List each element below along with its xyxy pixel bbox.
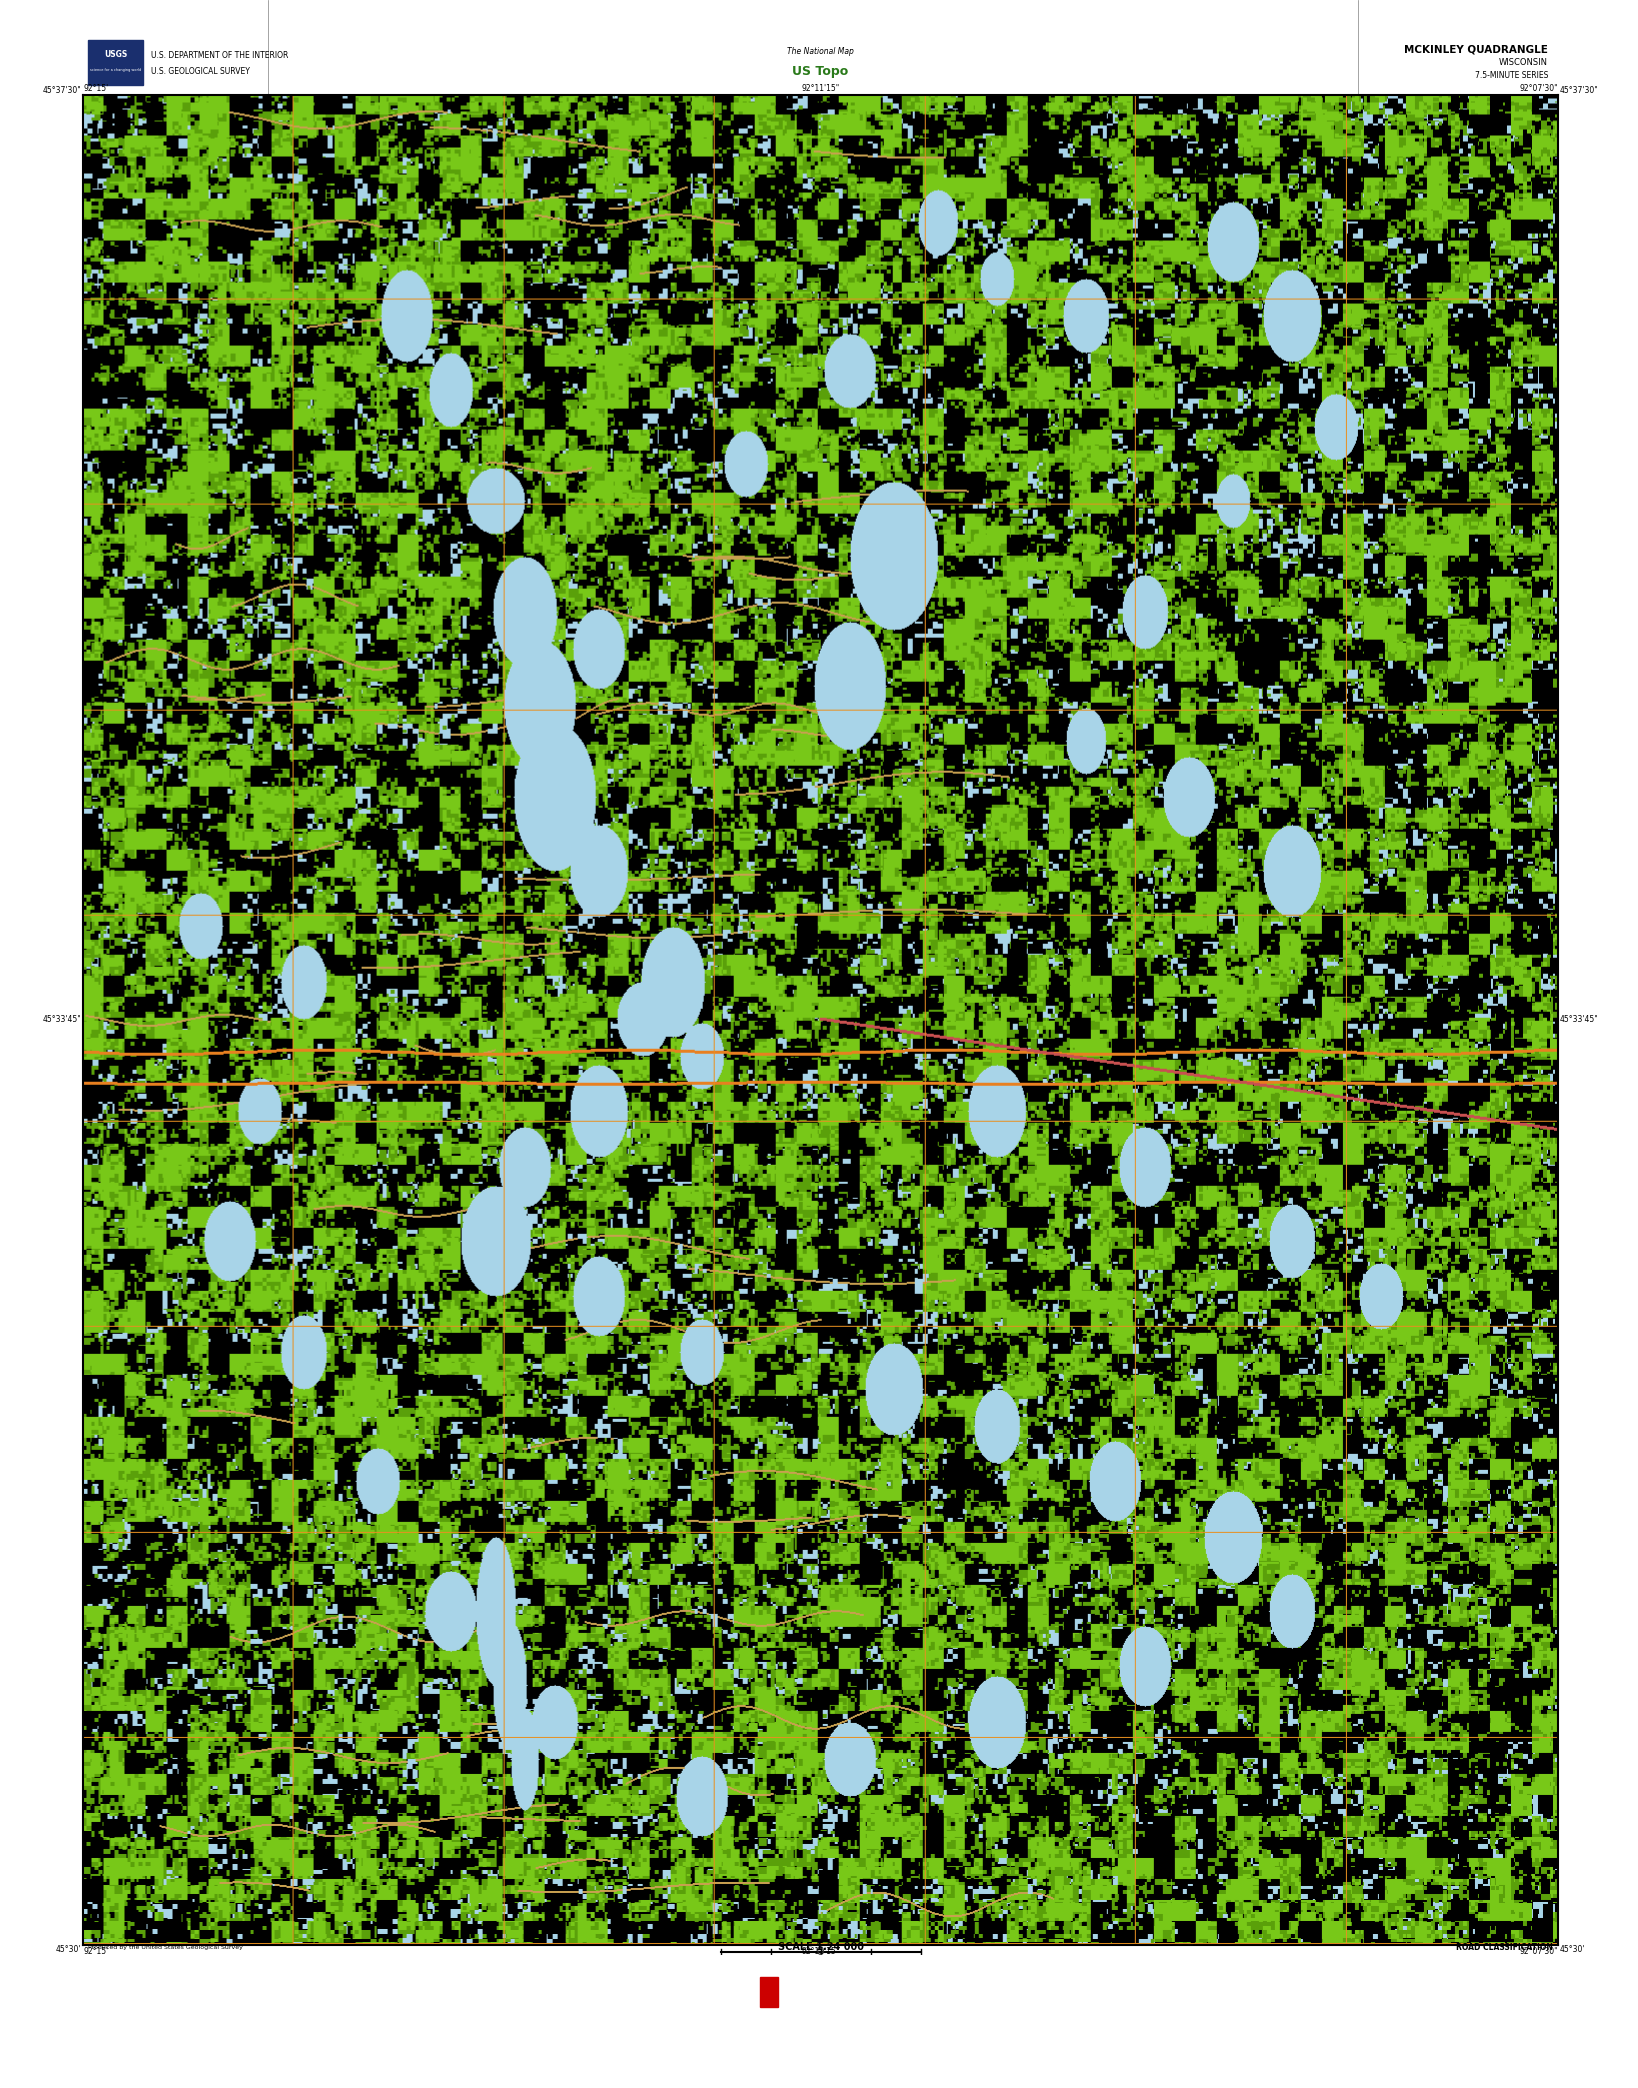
Bar — [88, 40, 143, 86]
Text: 92°15': 92°15' — [84, 1946, 108, 1956]
Text: MCKINLEY QUADRANGLE: MCKINLEY QUADRANGLE — [1404, 46, 1548, 54]
Text: Produced by the United States Geological Survey: Produced by the United States Geological… — [88, 1946, 242, 1950]
Text: ROAD CLASSIFICATION: ROAD CLASSIFICATION — [1456, 1944, 1553, 1952]
Text: 45°33'45": 45°33'45" — [43, 1015, 80, 1025]
Text: WISCONSIN: WISCONSIN — [1499, 58, 1548, 67]
Text: 45°37'30": 45°37'30" — [1559, 86, 1599, 94]
Text: The National Map: The National Map — [788, 46, 853, 56]
Text: USGS: USGS — [103, 50, 128, 58]
Polygon shape — [817, 1946, 824, 1954]
Text: U.S. DEPARTMENT OF THE INTERIOR: U.S. DEPARTMENT OF THE INTERIOR — [151, 52, 288, 61]
Text: 92°11'15": 92°11'15" — [801, 84, 840, 94]
Text: 92°07'30": 92°07'30" — [1520, 1946, 1558, 1956]
Text: 92°11'15": 92°11'15" — [801, 1946, 840, 1956]
Text: 92°07'30": 92°07'30" — [1520, 84, 1558, 94]
Text: 45°33'45": 45°33'45" — [1559, 1015, 1599, 1025]
Bar — [760, 1977, 778, 2007]
Text: 45°37'30": 45°37'30" — [43, 86, 80, 94]
Text: science for a changing world: science for a changing world — [90, 69, 141, 73]
Text: SCALE 1:24 000: SCALE 1:24 000 — [778, 1942, 863, 1952]
Text: 92°15': 92°15' — [84, 84, 108, 94]
Text: U.S. GEOLOGICAL SURVEY: U.S. GEOLOGICAL SURVEY — [151, 67, 251, 75]
Text: 45°30': 45°30' — [1559, 1946, 1586, 1954]
Text: US Topo: US Topo — [793, 65, 848, 77]
Text: 45°30': 45°30' — [56, 1946, 80, 1954]
Text: 7.5-MINUTE SERIES: 7.5-MINUTE SERIES — [1474, 71, 1548, 79]
